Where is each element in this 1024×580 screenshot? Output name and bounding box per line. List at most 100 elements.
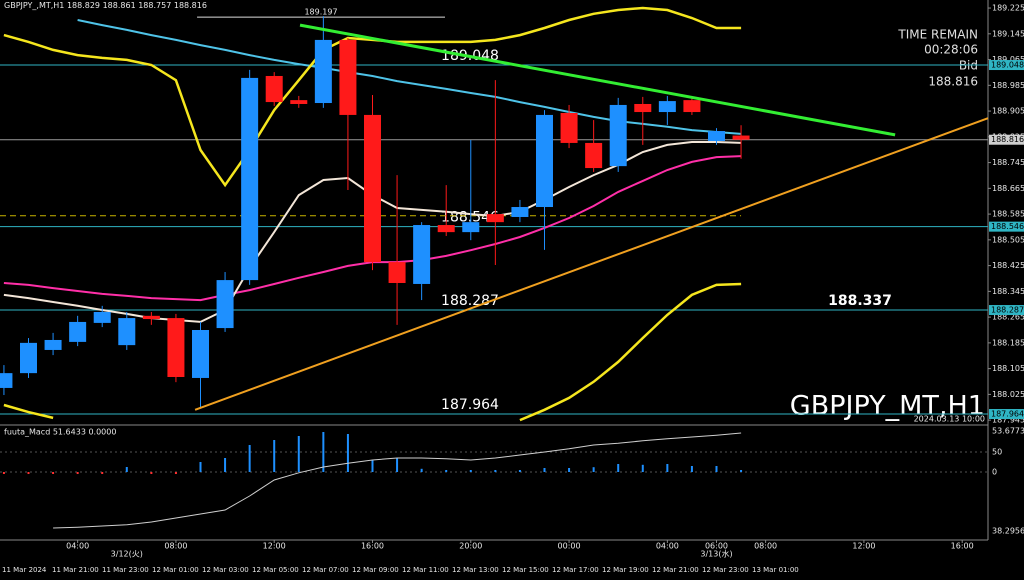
time-label: 12 Mar 07:00 <box>302 566 349 574</box>
y-tick-label: 188.105 <box>992 364 1024 373</box>
time-label: 11 Mar 21:00 <box>52 566 99 574</box>
sub-hist-bar <box>297 436 300 472</box>
sub-hist-bar <box>715 466 718 472</box>
candle-body <box>707 131 725 142</box>
time-label: 11 Mar 2024 <box>2 566 47 574</box>
watermark-time: 2024.03.13 10:00 <box>914 415 985 424</box>
candle-body <box>511 207 529 217</box>
sub-hist-bar <box>568 468 571 472</box>
countdown: 00:28:06 <box>924 43 978 57</box>
header: GBPJPY_,MT,H1 188.829 188.861 188.757 18… <box>4 1 207 10</box>
candle-body <box>388 262 406 283</box>
sub-hist-bar <box>469 470 472 472</box>
sub-hist-bar <box>27 472 30 474</box>
header-high: 188.861 <box>103 1 136 10</box>
sub-hist-bar <box>617 464 620 472</box>
candle-body <box>0 373 13 388</box>
candle-body <box>413 225 431 284</box>
level-box <box>989 305 1024 316</box>
y-tick-label: 188.505 <box>992 235 1024 244</box>
time-label: 12 Mar 17:00 <box>552 566 599 574</box>
time-label: 12 Mar 19:00 <box>602 566 649 574</box>
annotation: 188.337 <box>828 293 892 309</box>
sub-hist-bar <box>641 464 644 472</box>
level-box <box>989 60 1024 71</box>
level-box-label: 189.048 <box>991 61 1024 70</box>
y-tick-label: 188.345 <box>992 287 1024 296</box>
header-low: 188.757 <box>138 1 171 10</box>
time-label: 12 Mar 13:00 <box>452 566 499 574</box>
sub-hist-bar <box>248 445 251 472</box>
sub-tick-label: 0 <box>992 468 997 477</box>
x-tick-label: 04:00 <box>656 542 679 551</box>
indicator-line <box>77 19 742 135</box>
candle-body <box>167 318 185 377</box>
sub-hist-bar <box>740 470 743 472</box>
candle-body <box>658 101 676 113</box>
x-tick-label: 06:00 <box>705 542 728 551</box>
sub-hist-bar <box>273 440 276 472</box>
candle-body <box>683 100 701 113</box>
x-tick-label: 16:00 <box>951 542 974 551</box>
y-tick-label: 188.905 <box>992 107 1024 116</box>
x-date-label: 3/13(水) <box>700 549 732 559</box>
sub-tick-label: 50 <box>992 448 1002 457</box>
candle-body <box>609 104 627 167</box>
sub-hist-bar <box>2 472 5 474</box>
level-box-label: 188.546 <box>991 222 1024 231</box>
level-label: 188.287 <box>441 293 499 309</box>
sub-readout: 38.2956 <box>992 527 1024 536</box>
sub-hist-bar <box>396 458 399 472</box>
candle-body <box>118 318 136 346</box>
high-label: 189.197 <box>304 8 337 17</box>
y-tick-label: 189.225 <box>992 4 1024 13</box>
candle-body <box>290 100 308 104</box>
candle-body <box>20 342 38 374</box>
sub-hist-bar <box>76 472 79 474</box>
sub-hist-bar <box>101 472 104 474</box>
candle-body <box>191 329 209 378</box>
time-label: 12 Mar 01:00 <box>152 566 199 574</box>
level-box-label: 188.287 <box>991 306 1024 315</box>
time-label: 12 Mar 23:00 <box>702 566 749 574</box>
time-label: 12 Mar 03:00 <box>202 566 249 574</box>
sub-signal-line <box>53 432 742 529</box>
sub-hist-bar <box>150 472 153 474</box>
candle-body <box>93 311 111 323</box>
time-label: 12 Mar 05:00 <box>252 566 299 574</box>
sub-hist-bar <box>690 466 693 472</box>
candle-body <box>216 280 234 329</box>
sub-hist-bar <box>518 470 521 472</box>
y-tick-label: 189.065 <box>992 55 1024 64</box>
candle-body <box>363 114 381 263</box>
level-label: 187.964 <box>441 397 499 413</box>
y-tick-label: 188.265 <box>992 313 1024 322</box>
watermark: GBPJPY_MT,H1 <box>790 391 985 422</box>
sub-hist-bar <box>199 462 202 472</box>
y-tick-label: 188.985 <box>992 81 1024 90</box>
bid-box <box>989 134 1024 145</box>
time-label: 12 Mar 11:00 <box>402 566 449 574</box>
bid-box-label: 188.816 <box>991 135 1024 144</box>
header-close: 188.816 <box>174 1 207 10</box>
sub-hist-bar <box>52 472 55 474</box>
sub-hist-bar <box>543 468 546 472</box>
candle-body <box>339 39 357 115</box>
candle-body <box>314 39 332 104</box>
y-tick-label: 188.185 <box>992 338 1024 347</box>
sub-hist-bar <box>224 458 227 472</box>
time-label: 12 Mar 09:00 <box>352 566 399 574</box>
x-date-label: 3/12(火) <box>111 550 143 559</box>
candle-body <box>241 77 259 281</box>
y-tick-label: 187.945 <box>992 416 1024 425</box>
x-tick-label: 16:00 <box>361 542 384 551</box>
candle-body <box>462 222 480 233</box>
x-tick-label: 12:00 <box>263 542 286 551</box>
countdown-title: TIME REMAIN <box>897 28 978 42</box>
sub-hist-bar <box>174 472 177 474</box>
sub-hist-bar <box>346 434 349 472</box>
candle-body <box>44 339 62 350</box>
candle-body <box>265 75 283 103</box>
